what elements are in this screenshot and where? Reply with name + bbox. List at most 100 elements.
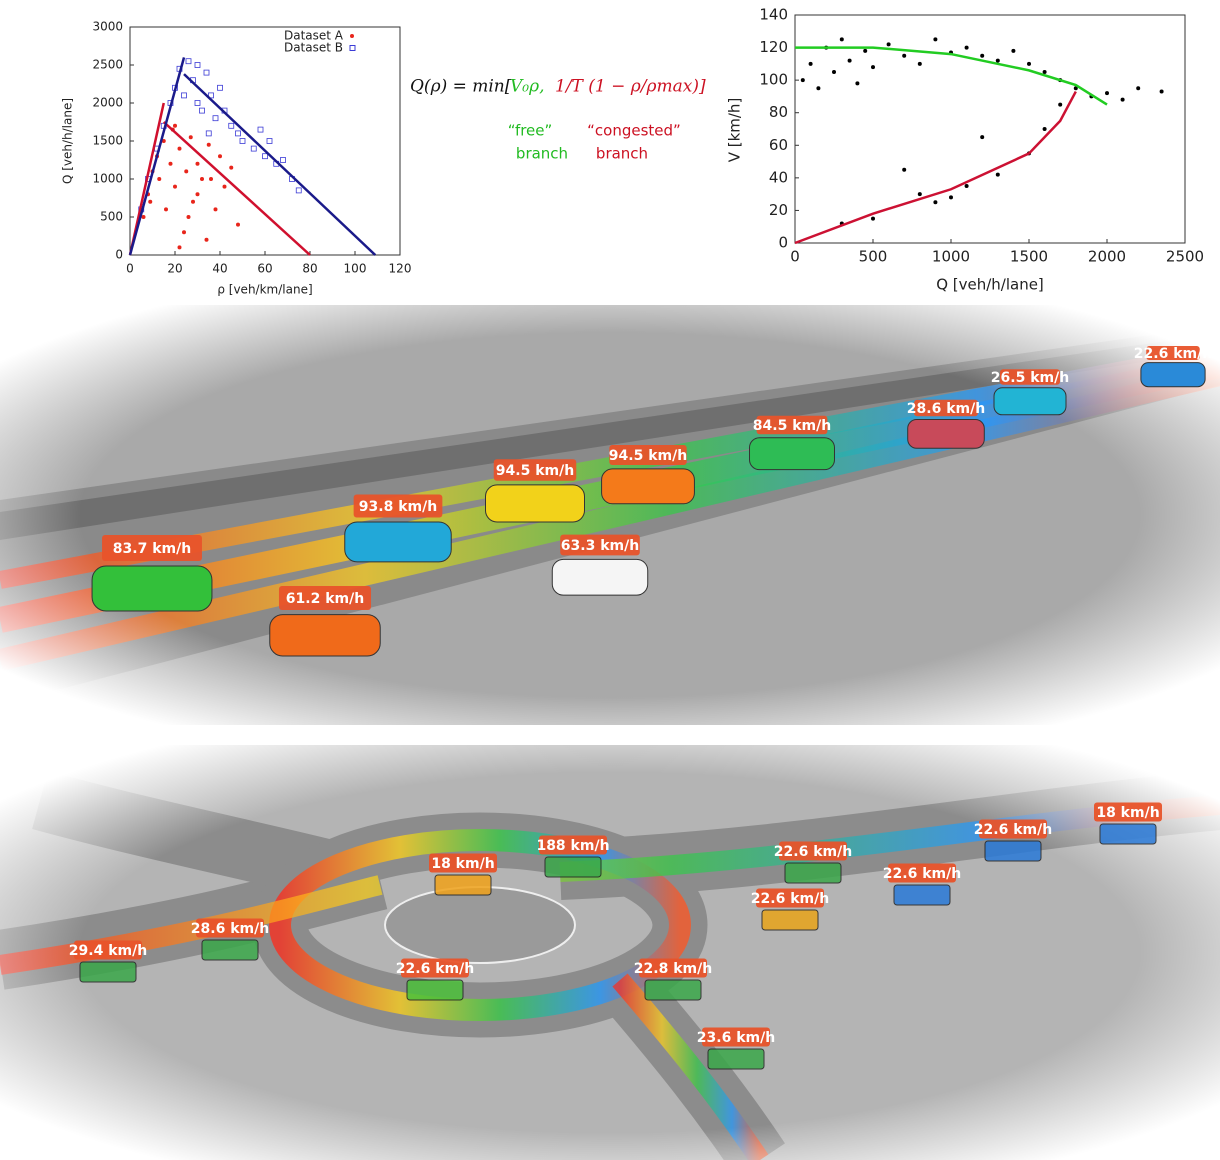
- point: [1120, 97, 1125, 102]
- point: [141, 215, 146, 219]
- point: [177, 146, 182, 151]
- point: [194, 100, 201, 106]
- point: [839, 37, 844, 42]
- point: [863, 48, 868, 53]
- y-tick-label: 40: [769, 168, 788, 186]
- car: [91, 565, 213, 612]
- point: [205, 130, 212, 137]
- speed-label: 61.2 km/h: [286, 591, 364, 607]
- car: [551, 558, 649, 596]
- point: [199, 107, 205, 114]
- speed-badge: [539, 835, 607, 855]
- point: [217, 84, 223, 91]
- speed-label: 28.6 km/h: [907, 401, 985, 417]
- point: [213, 207, 218, 212]
- point: [195, 161, 200, 166]
- fit-line: [162, 121, 311, 256]
- plot-frame: [129, 26, 401, 256]
- point: [280, 157, 286, 163]
- speed-label: 26.5 km/h: [991, 370, 1069, 386]
- speed-label: 22.6 km/h: [974, 822, 1052, 838]
- legend-label: Dataset A: [284, 29, 344, 43]
- point: [949, 195, 953, 200]
- point: [200, 177, 204, 181]
- car: [79, 961, 137, 983]
- fit-line: [128, 102, 165, 256]
- y-tick-label: 3000: [92, 20, 123, 34]
- point: [1159, 89, 1164, 94]
- speed-label: 83.7 km/h: [113, 541, 191, 557]
- point: [800, 78, 805, 83]
- car: [1099, 823, 1157, 845]
- speed-badge: [560, 534, 640, 556]
- car: [907, 418, 985, 449]
- point: [262, 153, 268, 160]
- fit-line: [795, 46, 1108, 106]
- x-tick-label: 20: [167, 262, 182, 276]
- y-tick-label: 1000: [92, 172, 123, 186]
- car: [269, 614, 381, 657]
- speed-label: 23.6 km/h: [697, 1030, 775, 1046]
- point: [194, 62, 201, 68]
- speed-badge: [639, 958, 707, 978]
- point: [222, 184, 227, 189]
- x-tick-label: 1500: [1010, 248, 1048, 266]
- car: [434, 874, 492, 896]
- point: [980, 53, 985, 58]
- point: [1042, 70, 1047, 74]
- point: [1058, 102, 1063, 107]
- speed-badge: [429, 853, 497, 873]
- speed-label: 63.3 km/h: [561, 538, 639, 554]
- x-tick-label: 120: [389, 262, 412, 276]
- point: [235, 130, 241, 137]
- highway-scene: 83.7 km/h 93.8 km/h 94.5 km/h 94.5 km/h 84.5…: [0, 305, 1220, 725]
- car: [544, 856, 602, 878]
- point: [212, 115, 219, 122]
- point: [964, 184, 969, 188]
- point: [1011, 48, 1016, 53]
- x-tick-label: 2500: [1166, 248, 1204, 266]
- speed-badge: [609, 444, 687, 466]
- point: [239, 138, 246, 144]
- speed-label: 94.5 km/h: [496, 463, 574, 479]
- point: [195, 192, 200, 197]
- vignette: [0, 745, 1220, 1160]
- car: [784, 862, 842, 884]
- y-tick-label: 2000: [92, 96, 123, 110]
- speed-label: 18 km/h: [431, 856, 494, 872]
- point: [917, 192, 922, 197]
- point: [266, 138, 273, 144]
- point: [182, 230, 186, 235]
- x-tick-label: 500: [859, 248, 888, 266]
- point: [204, 237, 209, 242]
- x-tick-label: 40: [212, 262, 227, 276]
- y-tick-label: 1500: [92, 134, 123, 148]
- y-tick-label: 2500: [92, 58, 123, 72]
- formula-lhs: Q(ρ) = min[: [410, 77, 512, 97]
- speed-label: 22.6 km/h: [774, 844, 852, 860]
- point: [917, 61, 922, 66]
- point: [185, 58, 192, 65]
- speed-label: 22.6 km/h: [396, 961, 474, 977]
- point: [173, 123, 177, 128]
- legend-label: Dataset B: [284, 41, 343, 55]
- y-tick-label: 60: [769, 136, 788, 154]
- x-tick-label: 2000: [1088, 248, 1126, 266]
- car: [761, 909, 819, 931]
- congested-label: “congested”: [587, 122, 681, 140]
- point: [832, 70, 836, 74]
- speed-badge: [278, 586, 372, 610]
- point: [902, 167, 907, 172]
- point: [980, 135, 985, 140]
- x-tick-label: 100: [344, 262, 367, 276]
- car: [644, 979, 702, 1001]
- point: [181, 92, 187, 99]
- y-tick-label: 80: [769, 103, 788, 121]
- car: [749, 437, 835, 471]
- y-axis-label: V [km/h]: [726, 98, 744, 163]
- speed-label: 22.6 km/h: [751, 891, 829, 907]
- fit-line: [183, 73, 377, 256]
- speed-badge: [493, 459, 577, 481]
